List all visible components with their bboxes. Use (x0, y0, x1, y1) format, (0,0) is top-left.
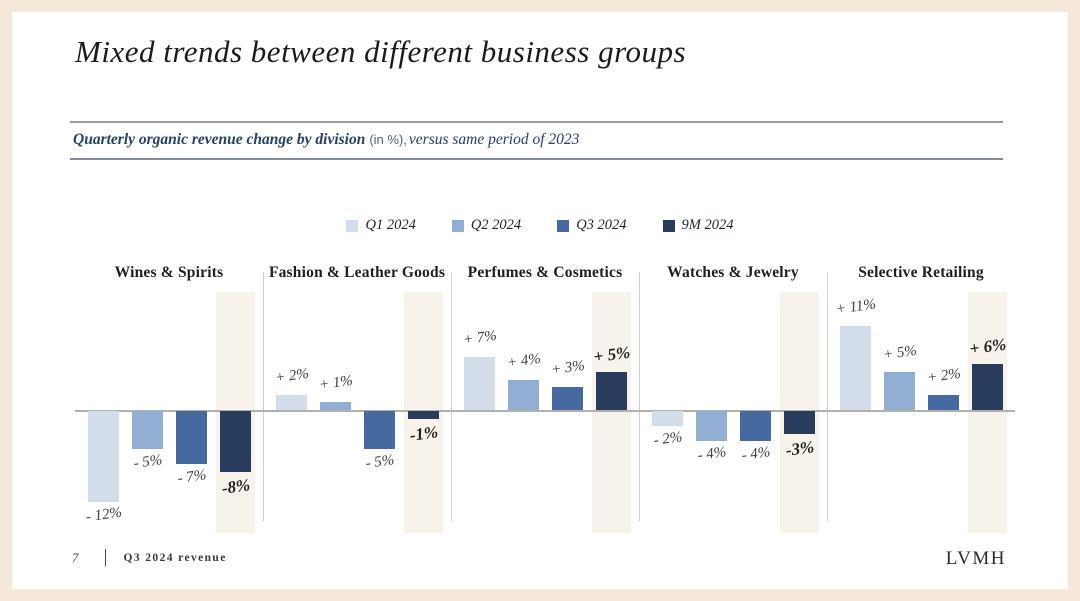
legend-item-q3-2024: Q3 2024 (557, 217, 627, 234)
legend-item-9m-2024: 9M 2024 (662, 217, 734, 234)
bar-value-label: + 11% (834, 296, 877, 318)
bar-chart: Wines & Spirits - 12% - 5% - 7% -8% Fashion &… (75, 262, 1015, 547)
bar-q3-2024 (176, 411, 207, 464)
bar-q3-2024 (364, 411, 395, 449)
group-title: Perfumes & Cosmetics (467, 264, 623, 281)
bar-q1-2024 (88, 411, 119, 502)
group-title: Watches & Jewelry (667, 264, 799, 281)
bar-q2-2024 (320, 402, 351, 410)
group-separator (263, 272, 264, 521)
footer: 7 Q3 2024 revenue (72, 549, 227, 566)
bar-q1-2024 (276, 395, 307, 410)
legend-swatch-icon (451, 219, 464, 232)
legend-label: Q2 2024 (470, 217, 522, 233)
bar-q3-2024 (928, 395, 959, 410)
legend-item-q1-2024: Q1 2024 (346, 217, 416, 234)
highlight-band-9m (968, 292, 1007, 533)
bar-q1-2024 (840, 326, 871, 410)
bar-9m-2024 (972, 364, 1003, 410)
group-perfumes-cosmetics: Perfumes & Cosmetics + 7% + 4% + 3% + 5% (451, 262, 639, 547)
lvmh-logo: LVMH (945, 548, 1006, 569)
legend-item-q2-2024: Q2 2024 (451, 217, 522, 234)
group-title: Wines & Spirits (114, 264, 224, 281)
footer-divider (104, 549, 106, 566)
group-fashion-leather-goods: Fashion & Leather Goods + 2% + 1% - 5% -1% (263, 262, 451, 547)
group-wines-spirits: Wines & Spirits - 12% - 5% - 7% -8% (75, 262, 263, 547)
subtitle-unit-note: (in %), (369, 132, 407, 147)
legend-swatch-icon (662, 219, 675, 232)
subtitle-rule-top (70, 121, 1003, 123)
bar-value-label: + 7% (461, 327, 498, 349)
chart-subtitle: Quarterly organic revenue change by divi… (73, 131, 1006, 149)
group-selective-retailing: Selective Retailing + 11% + 5% + 2% + 6% (827, 262, 1015, 547)
bar-value-label: + 5% (881, 342, 918, 364)
group-separator (639, 272, 640, 521)
bar-9m-2024 (596, 372, 627, 410)
group-title: Selective Retailing (858, 264, 984, 281)
highlight-band-9m (592, 292, 631, 533)
bar-q1-2024 (652, 411, 683, 426)
subtitle-comparison: versus same period of 2023 (408, 131, 580, 148)
bar-q3-2024 (740, 411, 771, 441)
bar-q2-2024 (132, 411, 163, 449)
legend-swatch-icon (557, 219, 570, 232)
group-separator (451, 272, 452, 521)
bar-9m-2024 (784, 411, 815, 434)
zero-axis-line (75, 410, 1015, 412)
bar-q2-2024 (696, 411, 727, 441)
legend-label: Q1 2024 (365, 217, 416, 233)
bar-q2-2024 (884, 372, 915, 410)
slide-title: Mixed trends between different business … (75, 34, 687, 69)
legend-swatch-icon (346, 219, 359, 232)
legend-label: 9M 2024 (681, 217, 734, 233)
bar-q3-2024 (552, 387, 583, 410)
footer-document-title: Q3 2024 revenue (123, 551, 227, 564)
chart-legend: Q1 2024 Q2 2024 Q3 2024 9M 2024 (12, 217, 1068, 234)
group-watches-jewelry: Watches & Jewelry - 2% - 4% - 4% -3% (639, 262, 827, 547)
bar-q2-2024 (508, 380, 539, 410)
legend-label: Q3 2024 (576, 217, 627, 233)
group-separator (827, 272, 828, 521)
subtitle-main: Quarterly organic revenue change by divi… (73, 131, 366, 148)
slide-card: Mixed trends between different business … (12, 12, 1068, 589)
group-title: Fashion & Leather Goods (268, 264, 446, 281)
bar-value-label: - 12% (84, 504, 123, 526)
bar-9m-2024 (220, 411, 251, 472)
page-number: 7 (72, 549, 79, 565)
subtitle-rule-bottom (70, 158, 1003, 160)
bar-9m-2024 (408, 411, 439, 419)
bar-q1-2024 (464, 357, 495, 410)
